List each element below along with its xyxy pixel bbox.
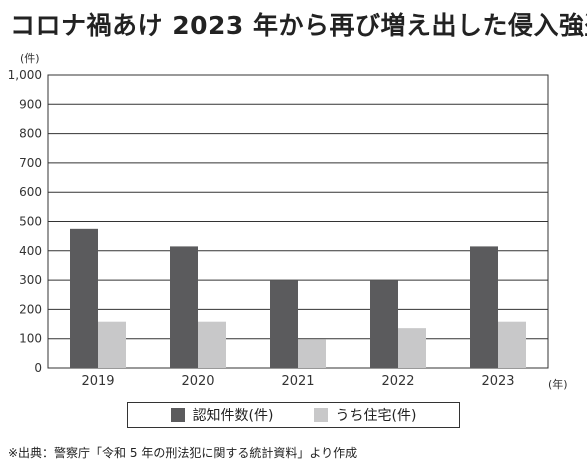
bar-total [270, 280, 298, 368]
y-tick-label: 800 [19, 127, 42, 141]
y-tick-label: 500 [19, 215, 42, 229]
bar-total [470, 246, 498, 368]
bar-residential [498, 321, 526, 368]
x-tick-label: 2022 [381, 374, 414, 389]
legend-label-series-2: うち住宅(件) [335, 408, 417, 424]
y-tick-label: 600 [19, 185, 42, 199]
bar-residential [298, 339, 326, 368]
x-tick-label: 2020 [181, 374, 214, 389]
y-tick-label: 700 [19, 156, 42, 170]
bar-residential [198, 321, 226, 368]
y-tick-label: 0 [34, 361, 42, 375]
legend-item-series-1: 認知件数(件) [170, 405, 274, 425]
y-tick-label: 400 [19, 244, 42, 258]
y-tick-label: 900 [19, 97, 42, 111]
bar-total [170, 246, 198, 368]
y-tick-label: 1,000 [8, 68, 42, 82]
bar-total [70, 228, 98, 368]
bar-residential [98, 321, 126, 368]
y-tick-label: 300 [19, 273, 42, 287]
y-axis-unit: (件) [20, 52, 40, 65]
legend-swatch-series-2 [313, 408, 328, 422]
legend: 認知件数(件) うち住宅(件) [127, 402, 460, 428]
legend-item-series-2: うち住宅(件) [313, 405, 417, 425]
x-axis-unit: (年) [548, 378, 568, 391]
x-tick-label: 2023 [481, 374, 514, 389]
legend-label-series-1: 認知件数(件) [192, 408, 274, 424]
bar-total [370, 280, 398, 368]
x-tick-label: 2019 [81, 374, 114, 389]
source-note: ※出典：警察庁「令和 5 年の刑法犯に関する統計資料」より作成 [8, 446, 358, 460]
legend-swatch-series-1 [170, 408, 185, 422]
bar-residential [398, 328, 426, 368]
chart-title: コロナ禍あけ 2023 年から再び増え出した侵入強盗 [10, 11, 587, 40]
x-tick-label: 2021 [281, 374, 314, 389]
y-tick-label: 100 [19, 332, 42, 346]
y-tick-label: 200 [19, 302, 42, 316]
